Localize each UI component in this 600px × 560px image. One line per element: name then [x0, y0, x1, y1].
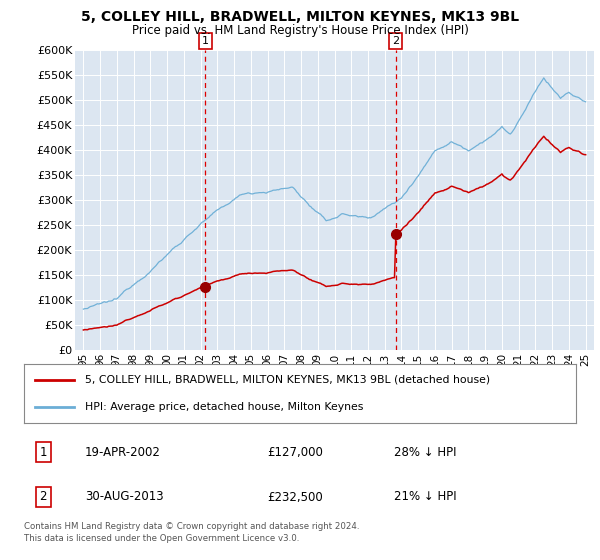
Text: 28% ↓ HPI: 28% ↓ HPI: [394, 446, 457, 459]
Text: 2: 2: [40, 491, 47, 503]
Text: 30-AUG-2013: 30-AUG-2013: [85, 491, 163, 503]
Text: 2: 2: [392, 36, 400, 46]
Text: 5, COLLEY HILL, BRADWELL, MILTON KEYNES, MK13 9BL: 5, COLLEY HILL, BRADWELL, MILTON KEYNES,…: [81, 10, 519, 24]
Text: 19-APR-2002: 19-APR-2002: [85, 446, 161, 459]
Text: £232,500: £232,500: [267, 491, 323, 503]
Text: 21% ↓ HPI: 21% ↓ HPI: [394, 491, 457, 503]
Text: 1: 1: [202, 36, 209, 46]
Text: Price paid vs. HM Land Registry's House Price Index (HPI): Price paid vs. HM Land Registry's House …: [131, 24, 469, 36]
Text: This data is licensed under the Open Government Licence v3.0.: This data is licensed under the Open Gov…: [24, 534, 299, 543]
Text: 5, COLLEY HILL, BRADWELL, MILTON KEYNES, MK13 9BL (detached house): 5, COLLEY HILL, BRADWELL, MILTON KEYNES,…: [85, 375, 490, 385]
Text: £127,000: £127,000: [267, 446, 323, 459]
Text: 1: 1: [40, 446, 47, 459]
Text: Contains HM Land Registry data © Crown copyright and database right 2024.: Contains HM Land Registry data © Crown c…: [24, 522, 359, 531]
Text: HPI: Average price, detached house, Milton Keynes: HPI: Average price, detached house, Milt…: [85, 402, 363, 412]
